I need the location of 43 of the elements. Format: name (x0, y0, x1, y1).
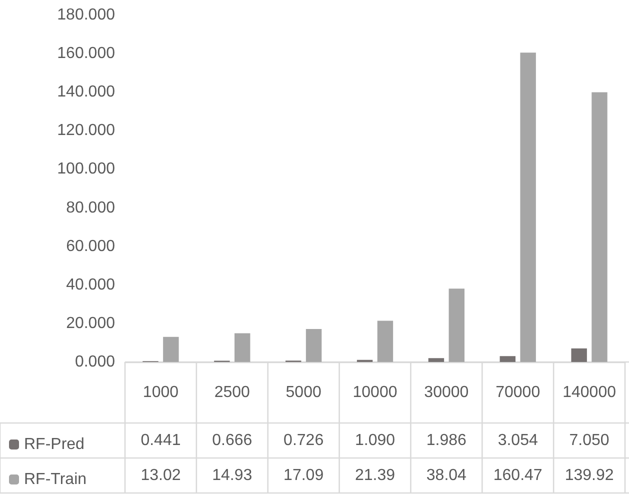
bar (234, 333, 250, 362)
y-tick-label: 160.000 (57, 45, 116, 62)
x-tick-label: 70000 (496, 384, 540, 401)
bar (163, 336, 179, 362)
y-tick-label: 0.000 (74, 354, 116, 370)
y-tick-label: 20.000 (66, 314, 116, 332)
data-label: 0.666 (212, 432, 252, 449)
x-tick-label: 10000 (352, 384, 398, 401)
x-tick-label: 140000 (562, 384, 616, 401)
data-label: 1.090 (354, 432, 396, 449)
y-tick-label: 40.000 (66, 276, 116, 294)
data-label: 3.054 (498, 432, 538, 449)
data-label: 17.09 (284, 467, 324, 484)
data-label: 1.986 (426, 432, 467, 449)
data-label: 160.47 (493, 467, 542, 484)
bar (571, 348, 587, 362)
x-tick-label: 1000 (142, 384, 179, 401)
y-tick-label: 80.000 (66, 199, 116, 216)
x-tick-label: 30000 (424, 384, 469, 401)
data-label: 14.93 (212, 467, 252, 484)
data-label: 0.726 (284, 432, 324, 449)
legend-label: RF-Train (24, 471, 87, 488)
y-tick-label: 100.000 (57, 160, 116, 178)
data-label: 21.39 (354, 467, 396, 484)
data-label: 38.04 (426, 467, 467, 484)
bar (592, 92, 608, 362)
bar (377, 320, 394, 362)
y-tick-label: 140.000 (57, 84, 116, 101)
data-label: 13.02 (140, 467, 181, 484)
bar (448, 288, 464, 362)
x-tick-label: 5000 (286, 384, 322, 401)
bar (306, 329, 322, 362)
bar (500, 356, 516, 362)
y-tick-label: 120.000 (57, 122, 116, 140)
x-tick-label: 2500 (214, 384, 250, 401)
data-label: 139.92 (564, 467, 614, 484)
bar (520, 52, 536, 362)
data-label: 7.050 (569, 432, 610, 449)
y-tick-label: 180.000 (57, 6, 116, 24)
y-tick-label: 60.000 (66, 238, 116, 255)
bar (428, 358, 444, 362)
legend-label: RF-Pred (24, 436, 84, 453)
data-label: 0.441 (140, 432, 181, 449)
